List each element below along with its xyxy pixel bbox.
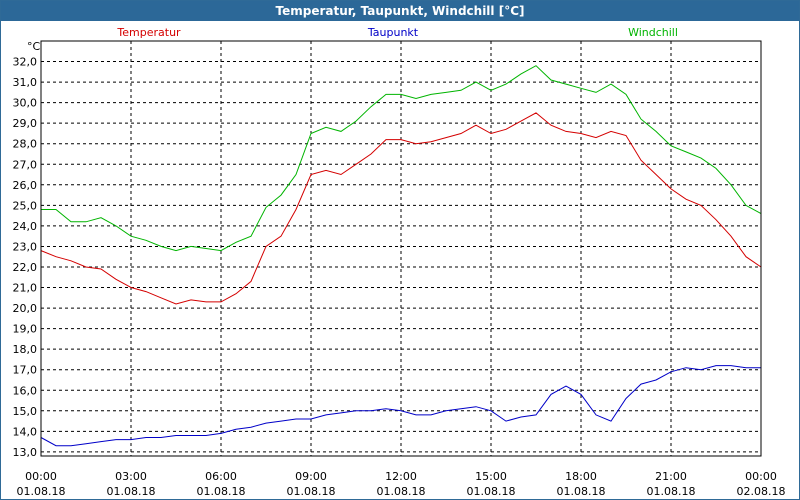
y-tick-label: 21,0 (13, 282, 38, 295)
legend-item-windchill: Windchill (628, 26, 678, 39)
x-tick-time: 18:00 (565, 470, 597, 483)
y-tick-label: 14,0 (13, 425, 38, 438)
y-tick-label: 16,0 (13, 384, 38, 397)
series-line-temperatur (40, 112, 762, 305)
y-tick-label: 24,0 (13, 220, 38, 233)
y-tick-label: 29,0 (13, 117, 38, 130)
y-tick-label: 30,0 (13, 97, 38, 110)
x-tick-time: 00:00 (745, 470, 777, 483)
y-tick-label: 17,0 (13, 364, 38, 377)
x-axis-ticks: 00:00 01.08.18 03:00 01.08.18 06:00 01.08.18 0… (17, 470, 786, 498)
legend-item-temperatur: Temperatur (116, 26, 181, 39)
y-tick-label: 28,0 (13, 138, 38, 151)
series-layer (40, 65, 762, 447)
series-line-windchill (41, 65, 762, 252)
y-axis-unit: °C (27, 40, 41, 53)
y-tick-label: 15,0 (13, 405, 38, 418)
y-tick-label: 23,0 (13, 240, 38, 253)
x-tick-time: 15:00 (475, 470, 507, 483)
x-tick-date: 01.08.18 (557, 485, 606, 498)
y-tick-label: 22,0 (13, 261, 38, 274)
y-tick-label: 19,0 (13, 323, 38, 336)
y-tick-label: 18,0 (13, 343, 38, 356)
x-tick-date: 01.08.18 (467, 485, 516, 498)
legend: Temperatur Taupunkt Windchill (116, 26, 678, 39)
x-tick-date: 01.08.18 (287, 485, 336, 498)
y-tick-label: 32,0 (13, 56, 38, 69)
x-tick-time: 03:00 (115, 470, 147, 483)
x-tick-time: 09:00 (295, 470, 327, 483)
plot-border (40, 40, 762, 457)
y-tick-label: 13,0 (13, 446, 38, 459)
y-tick-label: 25,0 (13, 199, 38, 212)
series-line-taupunkt (40, 365, 761, 447)
x-tick-date: 01.08.18 (377, 485, 426, 498)
x-tick-time: 00:00 (25, 470, 57, 483)
y-tick-label: 20,0 (13, 302, 38, 315)
grid (41, 41, 761, 456)
x-tick-date: 01.08.18 (17, 485, 66, 498)
x-tick-time: 12:00 (385, 470, 417, 483)
chart-title: Temperatur, Taupunkt, Windchill [°C] (1, 1, 799, 21)
y-tick-label: 26,0 (13, 179, 38, 192)
x-tick-time: 06:00 (205, 470, 237, 483)
x-tick-date: 01.08.18 (647, 485, 696, 498)
y-axis-ticks: 13,0 14,0 15,0 16,0 17,0 18,0 19,0 20,0 21,0 22,0… (13, 56, 38, 459)
x-tick-date: 02.08.18 (737, 485, 786, 498)
x-tick-date: 01.08.18 (107, 485, 156, 498)
x-tick-time: 21:00 (655, 470, 687, 483)
x-tick-date: 01.08.18 (197, 485, 246, 498)
legend-item-taupunkt: Taupunkt (367, 26, 419, 39)
y-tick-label: 31,0 (13, 76, 38, 89)
y-tick-label: 27,0 (13, 158, 38, 171)
